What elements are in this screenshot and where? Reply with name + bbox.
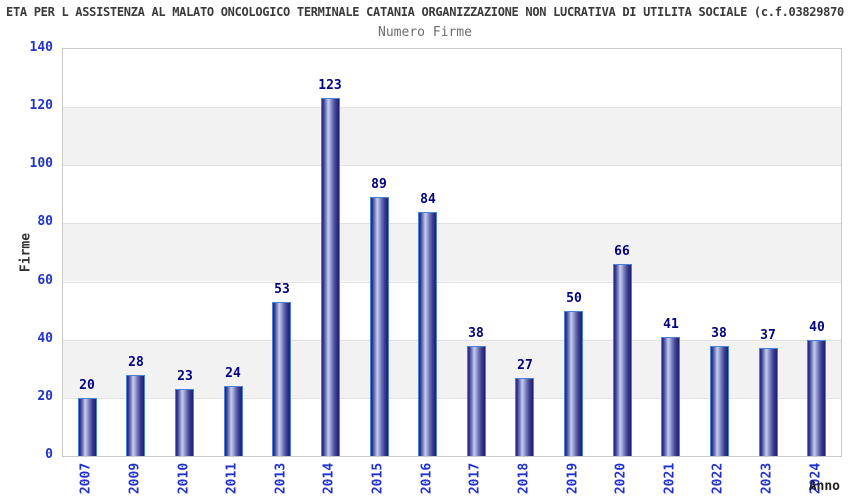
y-tick-label: 60	[37, 272, 53, 288]
x-tick-label: 2020	[613, 462, 629, 495]
gridline	[63, 397, 841, 399]
bar-value-label: 28	[128, 355, 144, 370]
bar	[661, 337, 680, 456]
bar	[418, 212, 437, 456]
bar-value-label: 38	[711, 326, 727, 341]
x-tick-label: 2017	[467, 462, 483, 495]
y-axis-title: Firme	[18, 232, 34, 273]
bar	[515, 378, 534, 456]
bar	[175, 389, 194, 456]
x-tick-label: 2013	[273, 462, 289, 495]
bar-value-label: 40	[809, 320, 825, 335]
x-tick-label: 2015	[370, 462, 386, 495]
gridline	[63, 165, 841, 167]
bar	[224, 386, 243, 456]
bar-value-label: 53	[274, 282, 290, 297]
bar-value-label: 50	[566, 291, 582, 306]
bar	[272, 302, 291, 456]
bar-value-label: 84	[420, 192, 436, 207]
bar	[126, 375, 145, 456]
y-tick-label: 100	[29, 156, 53, 172]
bar-value-label: 27	[517, 358, 533, 373]
bar	[564, 311, 583, 456]
bar-value-label: 23	[177, 369, 193, 384]
x-tick-label: 2016	[419, 462, 435, 495]
bar	[807, 340, 826, 456]
bar	[78, 398, 97, 456]
bar	[467, 346, 486, 456]
bar	[710, 346, 729, 456]
x-tick-label: 2023	[759, 462, 775, 495]
bar-value-label: 123	[318, 78, 342, 93]
bar	[613, 264, 632, 456]
x-tick-label: 2009	[127, 462, 143, 495]
y-tick-label: 40	[37, 330, 53, 346]
y-tick-label: 80	[37, 214, 53, 230]
x-tick-label: 2011	[224, 462, 240, 495]
bar-value-label: 66	[614, 244, 630, 259]
y-tick-label: 140	[29, 40, 53, 55]
x-tick-label: 2014	[321, 462, 337, 495]
chart-subtitle: Numero Firme	[378, 25, 472, 40]
bar-value-label: 24	[225, 366, 241, 381]
bar-value-label: 89	[371, 177, 387, 192]
gridline	[63, 281, 841, 283]
bar	[370, 197, 389, 456]
y-tick-label: 20	[37, 388, 53, 404]
gridline	[63, 107, 841, 109]
y-tick-label: 120	[29, 98, 53, 114]
x-tick-label: 2022	[710, 462, 726, 495]
gridline	[63, 339, 841, 341]
chart-title: ETA PER L ASSISTENZA AL MALATO ONCOLOGIC…	[6, 5, 844, 19]
bar-value-label: 38	[468, 326, 484, 341]
x-tick-label: 2021	[662, 462, 678, 495]
plot-area: 20 28 23 24 53 123 89 84 38 27 50 66 41 38 37 40	[62, 48, 842, 457]
bar-value-label: 37	[760, 328, 776, 343]
x-tick-label: 2018	[516, 462, 532, 495]
bar	[321, 98, 340, 456]
x-axis-title: Anno	[808, 479, 840, 494]
bar-value-label: 41	[663, 317, 679, 332]
bar-value-label: 20	[79, 378, 95, 393]
gridline	[63, 223, 841, 225]
y-tick-label: 0	[45, 447, 53, 462]
x-tick-label: 2010	[176, 462, 192, 495]
bar	[759, 348, 778, 456]
x-tick-label: 2019	[565, 462, 581, 495]
x-tick-label: 2007	[78, 462, 94, 495]
